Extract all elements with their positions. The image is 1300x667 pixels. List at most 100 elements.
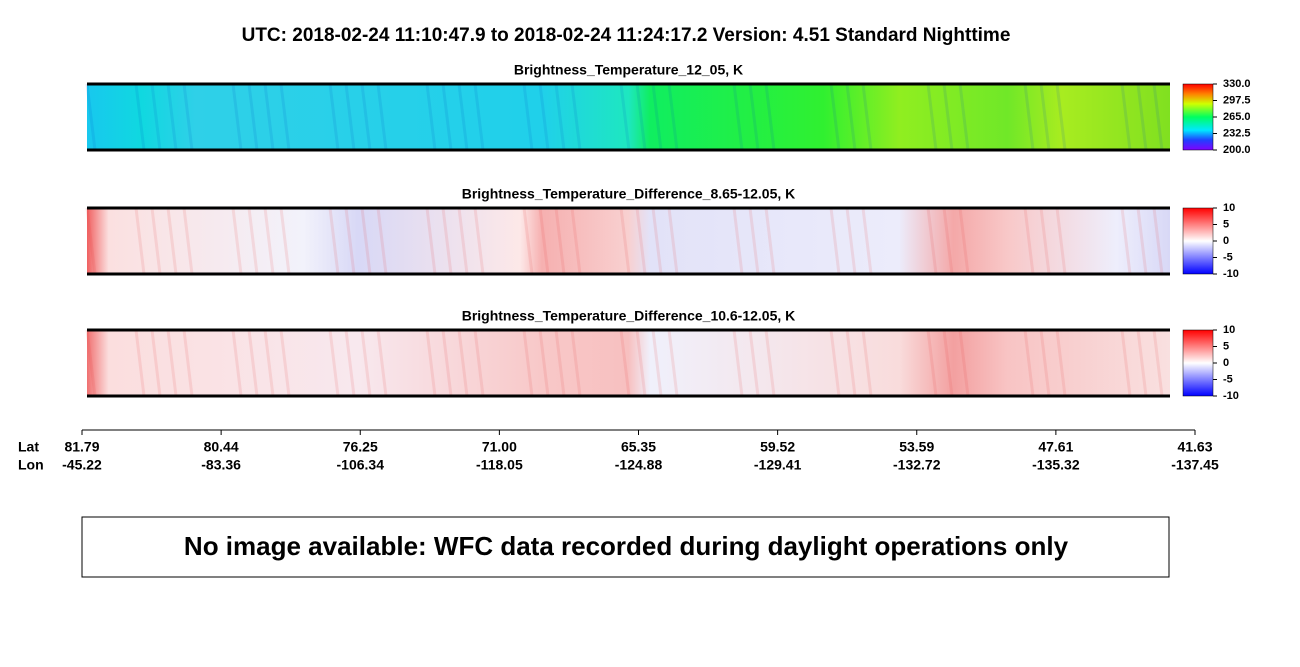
texture bbox=[166, 329, 178, 397]
texture bbox=[247, 207, 259, 275]
texture bbox=[150, 83, 162, 151]
lat-tick-label: 76.25 bbox=[343, 439, 378, 455]
texture bbox=[376, 83, 388, 151]
panel-title: Brightness_Temperature_Difference_10.6-1… bbox=[462, 308, 796, 324]
texture bbox=[926, 83, 938, 151]
lon-tick-label: -132.72 bbox=[893, 457, 941, 473]
texture bbox=[522, 83, 534, 151]
colorbar-tick-label: 297.5 bbox=[1223, 94, 1251, 106]
texture bbox=[845, 83, 857, 151]
texture bbox=[926, 329, 938, 397]
texture bbox=[764, 207, 776, 275]
texture bbox=[360, 207, 372, 275]
texture bbox=[667, 207, 679, 275]
texture bbox=[344, 207, 356, 275]
lon-tick-label: -106.34 bbox=[337, 457, 385, 473]
lon-tick-label: -135.32 bbox=[1032, 457, 1080, 473]
texture bbox=[651, 83, 663, 151]
texture bbox=[263, 83, 275, 151]
notice: No image available: WFC data recorded du… bbox=[184, 531, 1069, 561]
texture bbox=[732, 83, 744, 151]
notice-box bbox=[81, 516, 1170, 578]
texture bbox=[231, 83, 243, 151]
texture bbox=[845, 207, 857, 275]
texture bbox=[829, 83, 841, 151]
texture bbox=[1120, 83, 1132, 151]
colorbar-tick-label: 330.0 bbox=[1223, 78, 1251, 90]
colorbar-tick-label: -5 bbox=[1223, 251, 1233, 263]
texture bbox=[182, 83, 194, 151]
texture bbox=[344, 83, 356, 151]
texture bbox=[942, 207, 954, 275]
texture bbox=[85, 207, 97, 275]
texture bbox=[958, 83, 970, 151]
texture bbox=[861, 83, 873, 151]
lon-tick-label: -137.45 bbox=[1171, 457, 1219, 473]
texture bbox=[150, 329, 162, 397]
colorbar-tick-label: -10 bbox=[1223, 268, 1239, 280]
texture bbox=[538, 207, 550, 275]
colorbar bbox=[1182, 83, 1214, 151]
texture bbox=[150, 207, 162, 275]
texture bbox=[85, 83, 97, 151]
colorbar-tick-label: 0 bbox=[1223, 235, 1229, 247]
texture bbox=[425, 329, 437, 397]
texture bbox=[279, 207, 291, 275]
texture bbox=[861, 207, 873, 275]
texture bbox=[134, 207, 146, 275]
texture bbox=[635, 207, 647, 275]
colorbar-tick-label: 232.5 bbox=[1223, 127, 1251, 139]
texture bbox=[328, 329, 340, 397]
texture bbox=[1023, 83, 1035, 151]
texture bbox=[134, 83, 146, 151]
texture bbox=[764, 329, 776, 397]
texture bbox=[279, 329, 291, 397]
texture bbox=[667, 329, 679, 397]
texture bbox=[667, 83, 679, 151]
lon-label: Lon bbox=[18, 457, 44, 473]
lat-tick-label: 59.52 bbox=[760, 439, 795, 455]
lat-tick-label: 81.79 bbox=[64, 439, 99, 455]
texture bbox=[376, 329, 388, 397]
texture bbox=[182, 207, 194, 275]
texture bbox=[619, 207, 631, 275]
texture bbox=[845, 329, 857, 397]
lon-tick-label: -129.41 bbox=[754, 457, 802, 473]
texture bbox=[279, 83, 291, 151]
texture bbox=[1120, 207, 1132, 275]
colorbar-tick-label: 10 bbox=[1223, 202, 1235, 214]
texture bbox=[1039, 83, 1051, 151]
lat-label: Lat bbox=[18, 439, 39, 455]
colorbar-tick-label: 265.0 bbox=[1223, 111, 1251, 123]
colorbar bbox=[1182, 207, 1214, 275]
lat-tick-label: 65.35 bbox=[621, 439, 656, 455]
heatmap-image bbox=[87, 208, 1170, 274]
lat-tick-label: 53.59 bbox=[899, 439, 934, 455]
texture bbox=[1039, 329, 1051, 397]
texture bbox=[328, 207, 340, 275]
texture bbox=[376, 207, 388, 275]
lon-tick-label: -45.22 bbox=[62, 457, 102, 473]
texture bbox=[457, 329, 469, 397]
texture bbox=[635, 329, 647, 397]
texture bbox=[457, 207, 469, 275]
texture bbox=[1120, 329, 1132, 397]
texture bbox=[748, 329, 760, 397]
texture bbox=[861, 329, 873, 397]
texture bbox=[748, 83, 760, 151]
colorbar-tick-label: -5 bbox=[1223, 373, 1233, 385]
texture bbox=[328, 83, 340, 151]
texture bbox=[247, 329, 259, 397]
texture bbox=[829, 207, 841, 275]
texture bbox=[926, 207, 938, 275]
texture bbox=[425, 83, 437, 151]
texture bbox=[1152, 329, 1164, 397]
lat-tick-label: 80.44 bbox=[204, 439, 239, 455]
lon-tick-label: -83.36 bbox=[201, 457, 241, 473]
texture bbox=[732, 207, 744, 275]
texture bbox=[1023, 207, 1035, 275]
lat-tick-label: 41.63 bbox=[1177, 439, 1212, 455]
texture bbox=[166, 207, 178, 275]
texture bbox=[473, 207, 485, 275]
panel-title: Brightness_Temperature_12_05, K bbox=[514, 62, 743, 78]
